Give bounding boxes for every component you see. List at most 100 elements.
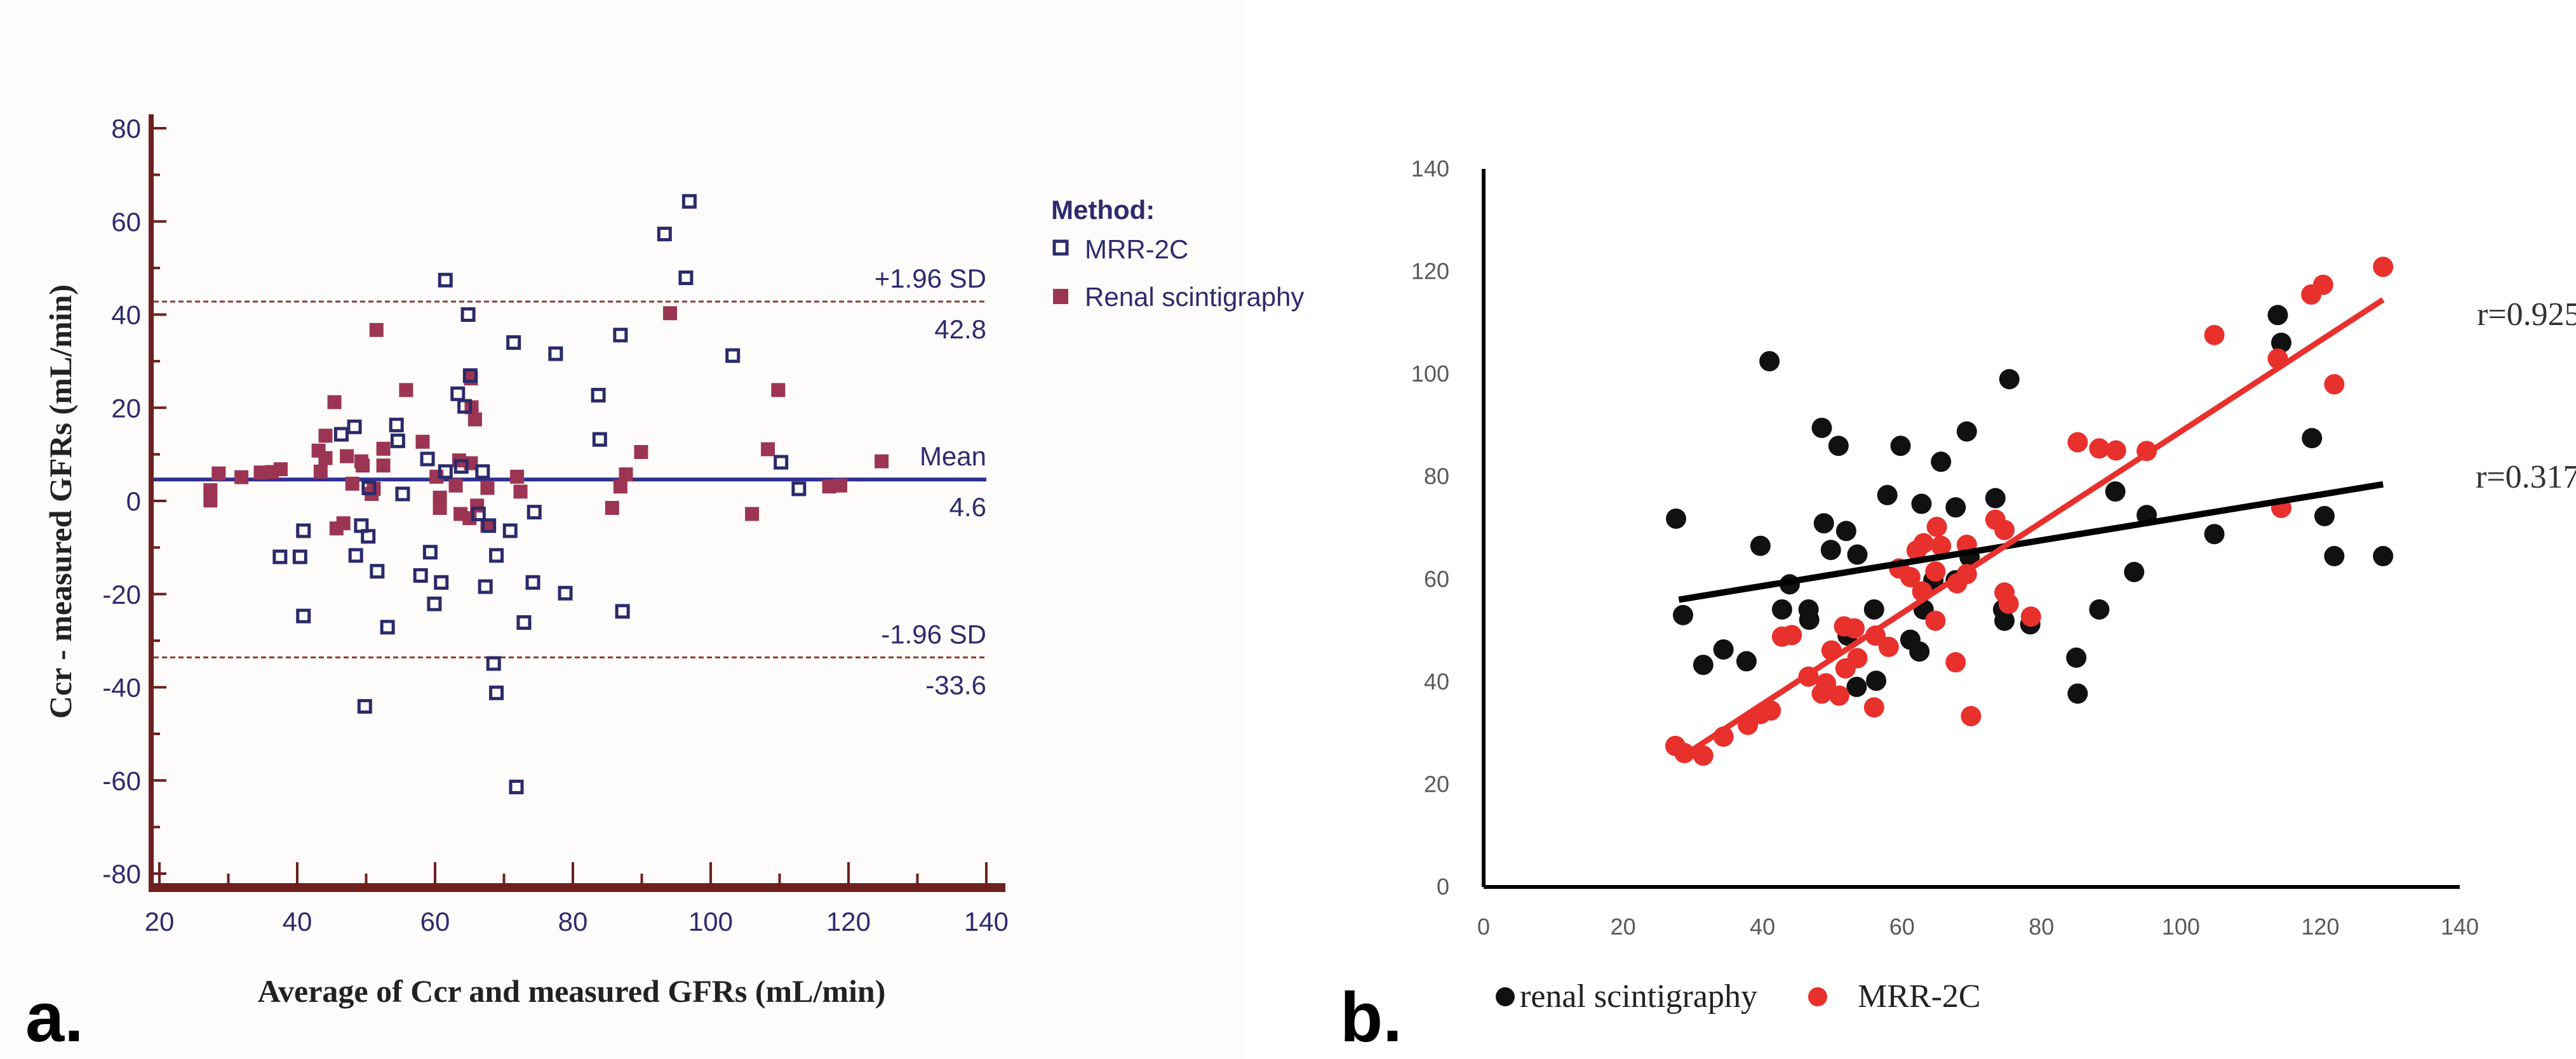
data-point-renal (1820, 540, 1841, 561)
trendline-renal (1678, 481, 2384, 603)
reference-line-label: -1.96 SD (881, 620, 986, 649)
data-point-mrr (2067, 432, 2088, 453)
data-point-renal (833, 478, 847, 493)
data-point-renal (234, 470, 249, 484)
data-point-mrr (1844, 618, 1865, 639)
data-point-renal (253, 465, 268, 480)
data-point-mrr (1931, 535, 1952, 556)
data-point-mrr (380, 620, 395, 635)
correlation-scatter-plot: 0 20 40 60 80 100 120 140 0 20 40 60 80 100 120 140 r=0… (1340, 156, 2576, 1056)
data-point-renal (1994, 610, 2015, 631)
data-point-renal (1771, 599, 1792, 620)
x-tick-label: 40 (1750, 914, 1775, 940)
panel-label-b: b. (1340, 978, 1402, 1056)
x-tick-label: 140 (2441, 914, 2479, 940)
legend-marker-renal (1496, 987, 1515, 1006)
y-tick-label: 140 (1411, 156, 1449, 182)
data-point-renal (1847, 544, 1868, 565)
legend-title: Method: (1051, 195, 1155, 225)
data-point-renal (1672, 604, 1693, 625)
legend-label-renal: renal scintigraphy (1520, 978, 1757, 1015)
data-point-mrr (370, 564, 385, 579)
data-point-mrr (2204, 324, 2225, 345)
data-point-mrr (457, 399, 473, 414)
data-point-mrr (525, 575, 540, 590)
data-point-mrr (1913, 533, 1934, 554)
data-point-renal (875, 454, 889, 469)
y-tick-label: -60 (102, 766, 141, 796)
data-point-renal (1931, 451, 1952, 472)
data-point-renal (415, 434, 430, 449)
data-point-renal (1828, 436, 1849, 456)
legend: Method: MRR-2C Renal scintigraphy (1051, 195, 1305, 312)
data-point-renal (448, 478, 463, 493)
data-point-mrr (2105, 440, 2126, 461)
x-tick-label: 80 (558, 907, 588, 936)
data-point-mrr (2324, 374, 2345, 395)
legend-marker-mrr (1808, 987, 1827, 1006)
data-point-renal (356, 458, 370, 473)
data-point-mrr (333, 427, 349, 442)
data-point-mrr (296, 523, 311, 538)
data-point-mrr (453, 459, 469, 474)
data-point-mrr (548, 346, 563, 361)
data-point-mrr (1945, 652, 1966, 673)
data-point-renal (771, 383, 786, 397)
data-point-renal (340, 449, 354, 463)
data-point-renal (1799, 609, 1820, 630)
data-point-renal (1863, 599, 1884, 620)
reference-line-label: +1.96 SD (875, 263, 986, 293)
data-point-renal (211, 466, 226, 481)
data-point-renal (1750, 535, 1771, 556)
y-tick-label: 60 (1424, 566, 1449, 592)
data-point-renal (480, 481, 495, 495)
data-point-renal (822, 479, 836, 494)
data-point-mrr (422, 545, 438, 560)
data-point-mrr (791, 481, 807, 496)
data-point-mrr (471, 507, 486, 522)
data-point-renal (2204, 524, 2225, 545)
data-point-renal (605, 501, 619, 516)
data-point-mrr (460, 307, 476, 322)
x-tick-label: 140 (964, 907, 1009, 936)
data-point-mrr (1926, 516, 1947, 537)
data-point-mrr (1961, 705, 1982, 726)
data-point-renal (1866, 670, 1887, 691)
data-point-renal (2271, 332, 2291, 353)
y-tick-label: 60 (111, 207, 141, 237)
data-point-mrr (509, 780, 524, 795)
data-point-mrr (615, 604, 630, 619)
data-point-renal (1945, 497, 1966, 518)
data-point-mrr (1693, 745, 1714, 766)
x-tick-label: 100 (688, 907, 733, 936)
data-point-renal (1956, 421, 1977, 442)
x-tick-label: 120 (2301, 914, 2339, 940)
data-point-renal (318, 451, 333, 465)
data-point-renal (1666, 508, 1687, 529)
y-tick-label: -20 (102, 580, 141, 609)
data-point-renal (1890, 436, 1911, 456)
data-point-mrr (1863, 697, 1884, 718)
axes: 0 20 40 60 80 100 120 140 0 20 40 60 80 100 120 140 (1411, 156, 2479, 940)
data-point-mrr (438, 464, 453, 479)
legend-label-mrr: MRR-2C (1858, 978, 1981, 1015)
data-point-renal (1759, 350, 1780, 371)
x-tick-label: 60 (420, 907, 450, 936)
data-point-renal (634, 444, 648, 459)
data-point-renal (761, 442, 775, 456)
data-point-mrr (272, 549, 288, 564)
reference-lines: +1.96 SD 42.8 Mean 4.6 -1.96 SD -33.6 (154, 263, 986, 700)
data-point-renal (376, 458, 391, 473)
x-tick-label: 80 (2029, 914, 2054, 940)
data-point-mrr (502, 523, 518, 538)
data-point-renal (2314, 505, 2335, 526)
y-tick-label: 20 (1424, 771, 1449, 797)
data-point-mrr (558, 585, 573, 601)
data-point-mrr (348, 548, 363, 563)
data-point-mrr (292, 549, 307, 564)
data-point-renal (2105, 481, 2126, 502)
data-point-mrr (678, 270, 694, 286)
data-point-mrr (774, 455, 789, 470)
data-point-renal (1846, 676, 1867, 697)
